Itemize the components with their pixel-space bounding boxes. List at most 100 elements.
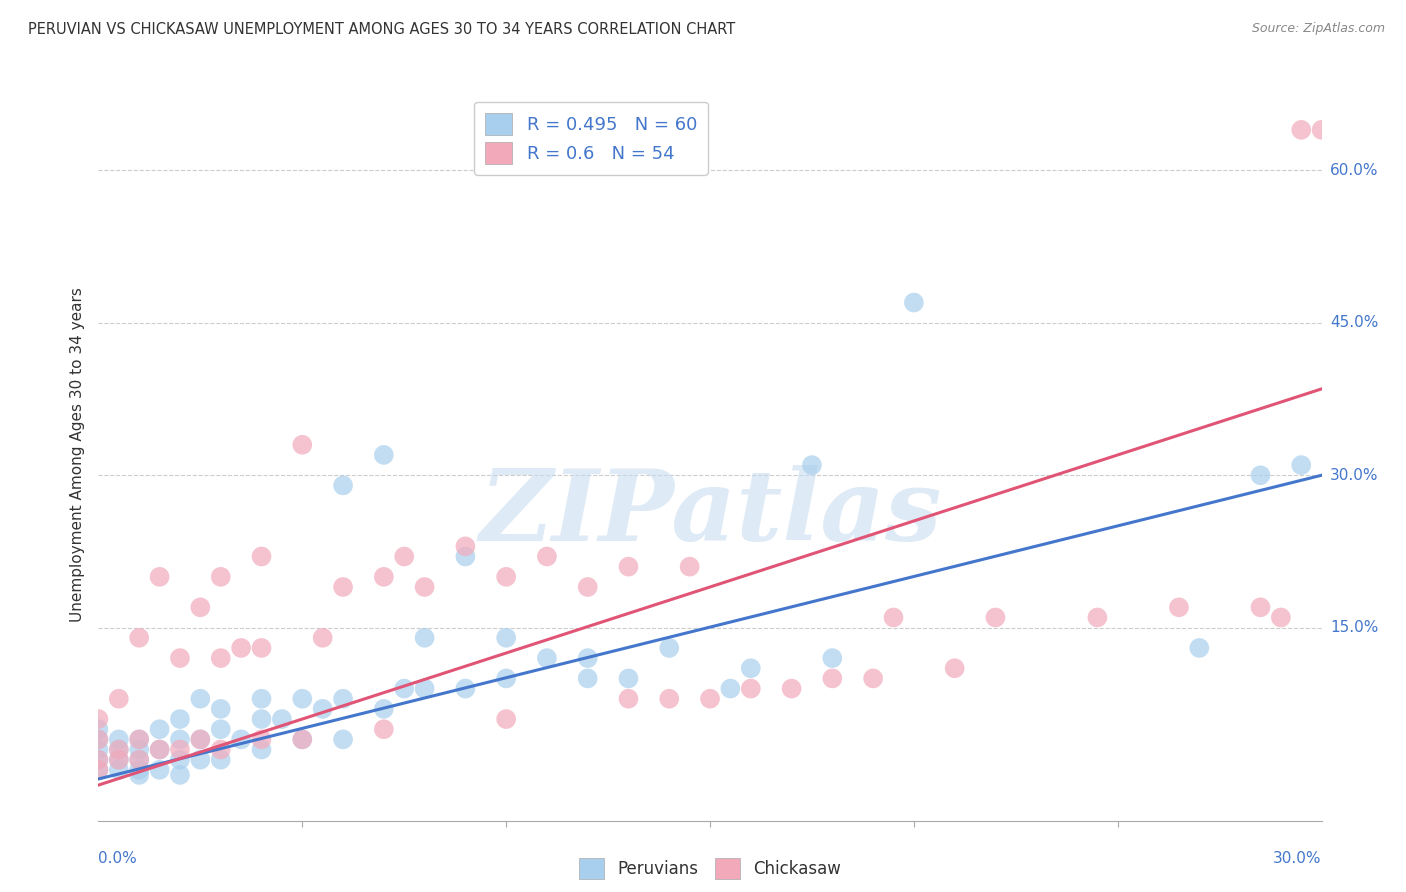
- Point: [576, 580, 599, 594]
- Point: [413, 580, 436, 594]
- Text: 60.0%: 60.0%: [1330, 163, 1378, 178]
- Point: [108, 742, 131, 756]
- Text: Source: ZipAtlas.com: Source: ZipAtlas.com: [1251, 22, 1385, 36]
- Point: [576, 672, 599, 686]
- Point: [454, 539, 477, 553]
- Point: [373, 723, 395, 737]
- Point: [250, 712, 273, 726]
- Point: [862, 672, 884, 686]
- Point: [128, 742, 150, 756]
- Point: [250, 640, 273, 655]
- Point: [392, 681, 416, 696]
- Point: [801, 458, 824, 472]
- Point: [87, 723, 110, 737]
- Point: [149, 742, 172, 756]
- Point: [128, 753, 150, 767]
- Legend: Peruvians, Chickasaw: Peruvians, Chickasaw: [572, 852, 848, 886]
- Text: 30.0%: 30.0%: [1330, 467, 1378, 483]
- Point: [87, 732, 110, 747]
- Point: [883, 610, 905, 624]
- Point: [821, 651, 844, 665]
- Point: [617, 559, 640, 574]
- Point: [679, 559, 702, 574]
- Point: [250, 742, 273, 756]
- Point: [128, 732, 150, 747]
- Point: [188, 691, 212, 706]
- Point: [291, 732, 314, 747]
- Text: 15.0%: 15.0%: [1330, 620, 1378, 635]
- Point: [169, 651, 191, 665]
- Point: [1085, 610, 1108, 624]
- Point: [495, 712, 517, 726]
- Point: [87, 712, 110, 726]
- Point: [270, 712, 294, 726]
- Point: [87, 753, 110, 767]
- Point: [392, 549, 416, 564]
- Point: [617, 672, 640, 686]
- Point: [1167, 600, 1189, 615]
- Point: [454, 549, 477, 564]
- Point: [108, 753, 131, 767]
- Text: 30.0%: 30.0%: [1274, 851, 1322, 866]
- Point: [87, 753, 110, 767]
- Point: [943, 661, 966, 675]
- Point: [209, 702, 232, 716]
- Point: [209, 723, 232, 737]
- Point: [332, 732, 354, 747]
- Text: PERUVIAN VS CHICKASAW UNEMPLOYMENT AMONG AGES 30 TO 34 YEARS CORRELATION CHART: PERUVIAN VS CHICKASAW UNEMPLOYMENT AMONG…: [28, 22, 735, 37]
- Point: [718, 681, 742, 696]
- Point: [658, 640, 681, 655]
- Point: [312, 631, 335, 645]
- Point: [332, 478, 354, 492]
- Point: [495, 631, 517, 645]
- Point: [291, 438, 314, 452]
- Point: [169, 742, 191, 756]
- Point: [209, 753, 232, 767]
- Point: [1291, 123, 1313, 137]
- Point: [128, 631, 150, 645]
- Point: [312, 702, 335, 716]
- Point: [209, 742, 232, 756]
- Point: [291, 732, 314, 747]
- Point: [740, 661, 762, 675]
- Point: [332, 691, 354, 706]
- Point: [128, 768, 150, 782]
- Point: [332, 580, 354, 594]
- Point: [536, 651, 558, 665]
- Point: [373, 448, 395, 462]
- Point: [250, 549, 273, 564]
- Point: [188, 732, 212, 747]
- Point: [169, 768, 191, 782]
- Point: [373, 702, 395, 716]
- Point: [536, 549, 558, 564]
- Point: [250, 732, 273, 747]
- Point: [617, 691, 640, 706]
- Point: [250, 691, 273, 706]
- Point: [188, 732, 212, 747]
- Point: [576, 651, 599, 665]
- Point: [128, 753, 150, 767]
- Point: [1310, 123, 1333, 137]
- Point: [413, 681, 436, 696]
- Point: [87, 732, 110, 747]
- Point: [128, 732, 150, 747]
- Point: [1249, 468, 1271, 483]
- Point: [821, 672, 844, 686]
- Point: [1249, 600, 1271, 615]
- Point: [209, 651, 232, 665]
- Text: ZIPatlas: ZIPatlas: [479, 466, 941, 562]
- Point: [495, 672, 517, 686]
- Point: [413, 631, 436, 645]
- Point: [108, 763, 131, 777]
- Point: [169, 753, 191, 767]
- Point: [373, 570, 395, 584]
- Point: [984, 610, 1007, 624]
- Point: [209, 570, 232, 584]
- Point: [658, 691, 681, 706]
- Text: 45.0%: 45.0%: [1330, 316, 1378, 330]
- Point: [149, 763, 172, 777]
- Point: [149, 723, 172, 737]
- Point: [1291, 458, 1313, 472]
- Point: [87, 742, 110, 756]
- Point: [188, 753, 212, 767]
